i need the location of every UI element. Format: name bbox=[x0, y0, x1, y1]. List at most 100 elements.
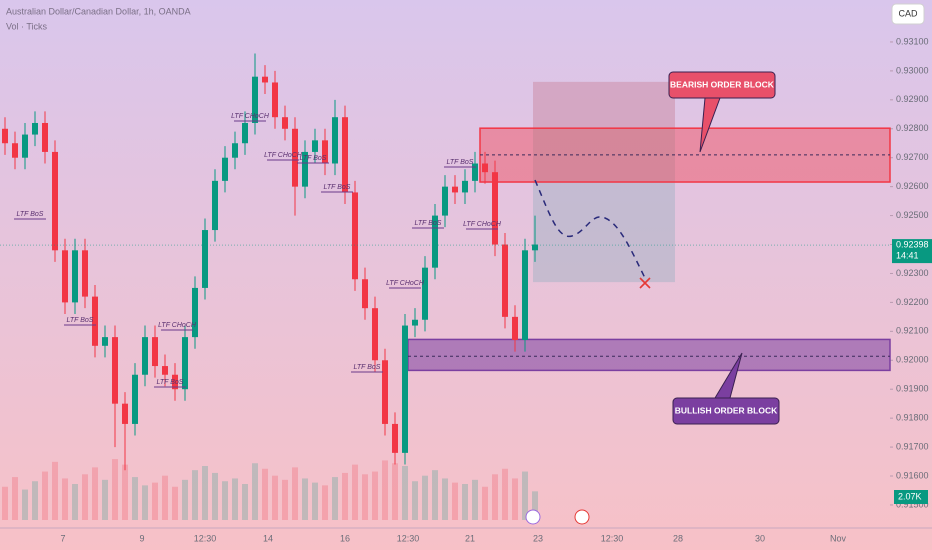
x-tick-label: 12:30 bbox=[601, 533, 624, 543]
candle-body bbox=[22, 134, 28, 158]
volume-bar bbox=[242, 484, 248, 520]
candle-body bbox=[482, 163, 488, 173]
candle-body bbox=[212, 180, 218, 231]
candle-body bbox=[42, 122, 48, 152]
y-tick-label: 0.92300 bbox=[896, 268, 929, 278]
volume-bar bbox=[222, 481, 228, 520]
volume-bar bbox=[432, 470, 438, 520]
candle-body bbox=[202, 230, 208, 288]
volume-bar bbox=[72, 484, 78, 520]
x-tick-label: 21 bbox=[465, 533, 475, 543]
candle-body bbox=[72, 250, 78, 303]
volume-bar bbox=[112, 459, 118, 520]
order-block bbox=[407, 338, 891, 372]
volume-bar bbox=[502, 468, 508, 520]
y-tick-label: 0.93100 bbox=[896, 36, 929, 46]
candle-body bbox=[12, 143, 18, 158]
callout-box bbox=[668, 71, 776, 99]
y-tick-label: 0.92000 bbox=[896, 355, 929, 365]
candle-body bbox=[372, 308, 378, 361]
annotation: LTF CHoCH bbox=[264, 152, 303, 159]
candle-body bbox=[222, 157, 228, 181]
annotation: LTF BoS bbox=[324, 184, 351, 191]
event-icon[interactable] bbox=[525, 509, 541, 525]
candle-body bbox=[152, 337, 158, 367]
x-tick-label: 7 bbox=[60, 533, 65, 543]
candle-body bbox=[412, 319, 418, 326]
candle-body bbox=[122, 403, 128, 424]
y-tick-label: 0.91600 bbox=[896, 470, 929, 480]
volume-bar bbox=[352, 464, 358, 520]
annotation: LTF BoS bbox=[447, 159, 474, 166]
x-tick-label: 9 bbox=[139, 533, 144, 543]
candle-body bbox=[282, 117, 288, 129]
candle-body bbox=[302, 151, 308, 187]
callout-pointer bbox=[714, 352, 743, 399]
x-tick-label: 28 bbox=[673, 533, 683, 543]
candle-body bbox=[452, 186, 458, 193]
candle-body bbox=[322, 140, 328, 164]
volume-bar bbox=[492, 474, 498, 520]
volume-bar bbox=[182, 479, 188, 520]
candle-body bbox=[492, 172, 498, 245]
annotation: LTF CHoCH bbox=[386, 280, 425, 287]
volume-bar bbox=[452, 482, 458, 520]
candle-body bbox=[252, 76, 258, 123]
y-tick-label: 0.92700 bbox=[896, 152, 929, 162]
y-tick-label: 0.91900 bbox=[896, 384, 929, 394]
y-tick-label: 0.92500 bbox=[896, 210, 929, 220]
currency-badge[interactable] bbox=[891, 3, 925, 25]
volume-bar bbox=[462, 484, 468, 520]
candle-body bbox=[472, 163, 478, 181]
candle-body bbox=[182, 337, 188, 390]
volume-label-box bbox=[894, 490, 928, 504]
volume-bar bbox=[12, 477, 18, 520]
volume-bar bbox=[172, 486, 178, 520]
volume-bar bbox=[92, 467, 98, 520]
volume-bar bbox=[342, 472, 348, 520]
candle-body bbox=[432, 215, 438, 268]
candle-body bbox=[342, 117, 348, 193]
volume-legend: Vol · Ticks bbox=[6, 21, 48, 31]
candle-body bbox=[272, 82, 278, 118]
volume-bar bbox=[22, 489, 28, 520]
volume-bar bbox=[272, 475, 278, 520]
candle-body bbox=[522, 250, 528, 341]
annotation: LTF BoS bbox=[354, 364, 381, 371]
x-tick-label: 30 bbox=[755, 533, 765, 543]
volume-bar bbox=[52, 461, 58, 520]
candle-body bbox=[142, 337, 148, 375]
volume-bar bbox=[372, 471, 378, 520]
chart-title: Australian Dollar/Canadian Dollar, 1h, O… bbox=[6, 6, 191, 16]
y-tick-label: 0.92200 bbox=[896, 297, 929, 307]
annotation: LTF BoS bbox=[415, 220, 442, 227]
y-tick-label: 0.92600 bbox=[896, 181, 929, 191]
candle-body bbox=[162, 366, 168, 375]
candle-body bbox=[62, 250, 68, 303]
volume-bar bbox=[312, 482, 318, 520]
volume-bar bbox=[32, 481, 38, 520]
candle-body bbox=[82, 250, 88, 297]
volume-bar bbox=[142, 485, 148, 520]
zone-label: BULLISH ORDER BLOCK bbox=[675, 405, 778, 415]
volume-bar bbox=[162, 475, 168, 520]
candle-body bbox=[382, 360, 388, 424]
candle-body bbox=[52, 151, 58, 251]
projection-top bbox=[533, 81, 675, 129]
candle-body bbox=[392, 423, 398, 453]
candle-body bbox=[442, 186, 448, 216]
volume-bar bbox=[282, 479, 288, 520]
candle-body bbox=[232, 143, 238, 158]
flag-icon[interactable] bbox=[574, 509, 590, 525]
y-tick-label: 0.91500 bbox=[896, 499, 929, 509]
candle-body bbox=[112, 337, 118, 404]
candle-body bbox=[502, 244, 508, 317]
candle-body bbox=[262, 76, 268, 83]
x-tick-label: Nov bbox=[830, 533, 847, 543]
annotation: LTF BoS bbox=[300, 155, 327, 162]
annotation: LTF CHoCH bbox=[158, 322, 197, 329]
currency[interactable]: CAD bbox=[898, 8, 918, 18]
volume-bar bbox=[262, 468, 268, 520]
